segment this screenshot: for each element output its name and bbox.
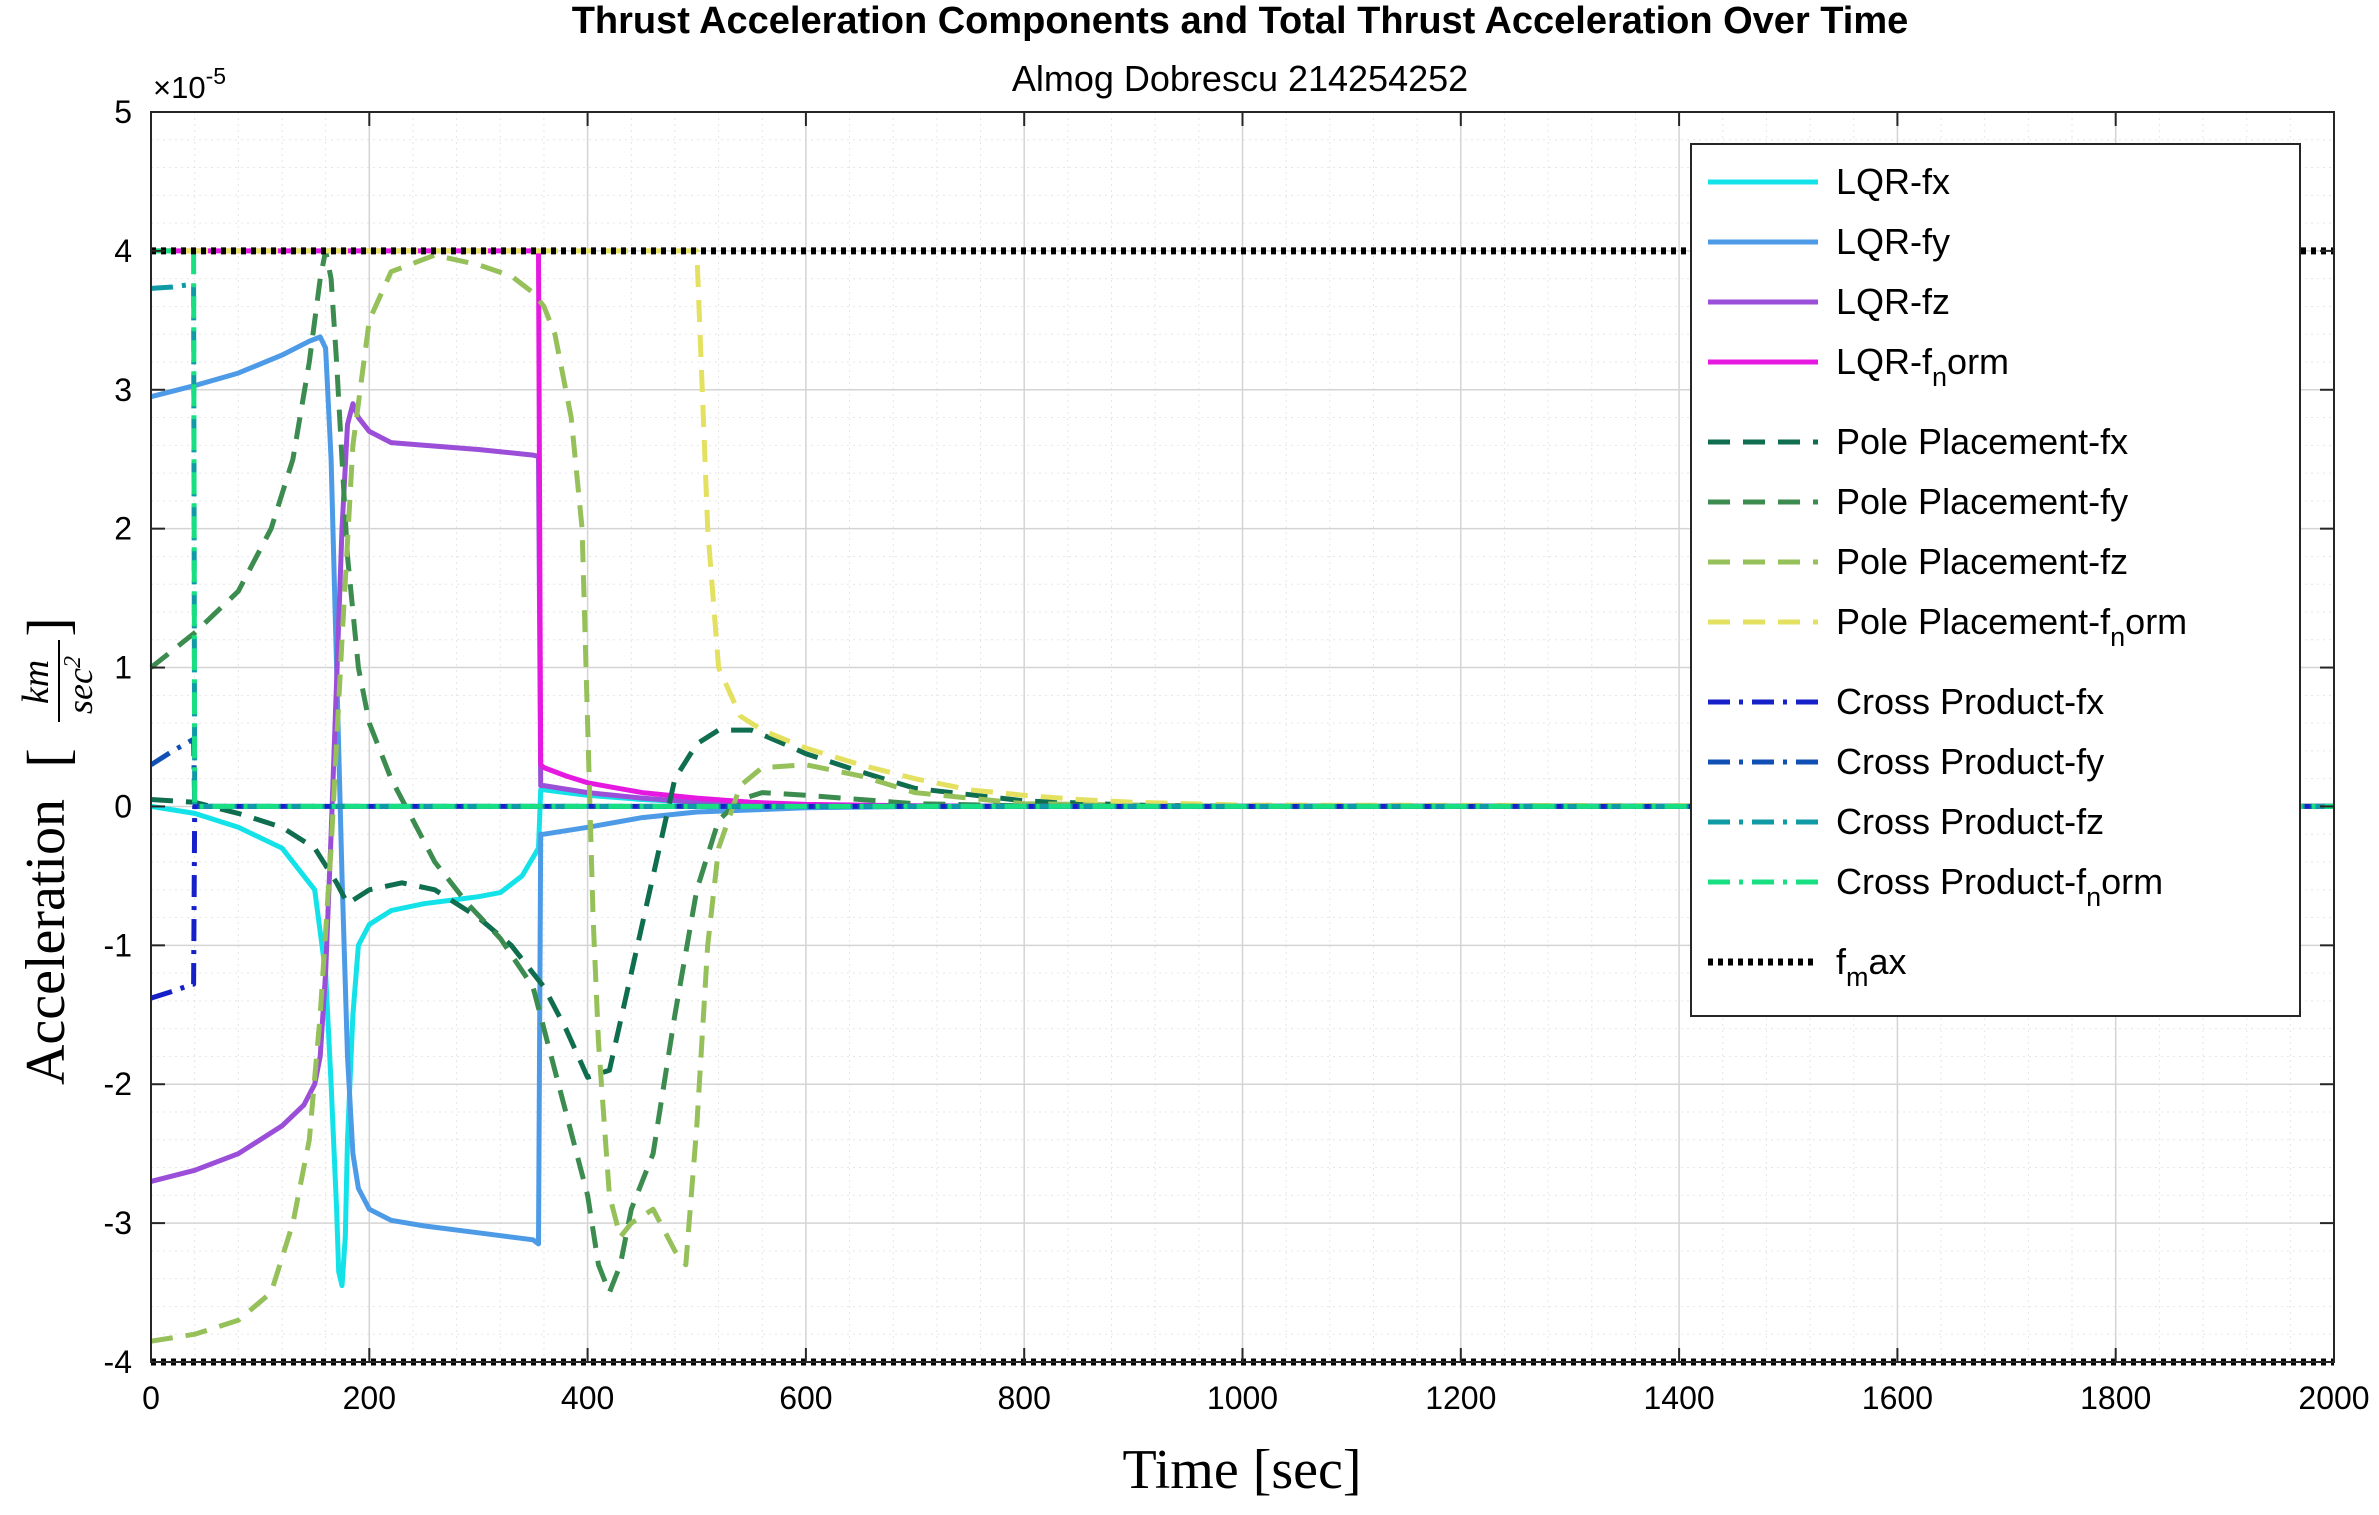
legend-label-8: Cross Product-fx bbox=[1836, 681, 2104, 722]
legend-items: LQR-fx LQR-fy LQR-fz LQR-fnorm Pole Placemen… bbox=[1708, 161, 2187, 992]
x-tick-label: 1000 bbox=[1207, 1380, 1278, 1416]
y-tick-label: 5 bbox=[114, 94, 132, 130]
x-tick-label: 0 bbox=[142, 1380, 160, 1416]
legend-label-4: Pole Placement-fx bbox=[1836, 421, 2128, 462]
axis-ticks: 0 200 400 600 800 1000 1200 1400 1600 1800 2000 5 4 3… bbox=[104, 94, 2370, 1416]
legend-label-5: Pole Placement-fy bbox=[1836, 481, 2128, 522]
y-tick-label: 0 bbox=[114, 788, 132, 824]
x-tick-label: 200 bbox=[343, 1380, 396, 1416]
x-tick-label: 1400 bbox=[1644, 1380, 1715, 1416]
series-line-7 bbox=[151, 248, 2335, 809]
series-line-10 bbox=[150, 281, 2334, 809]
y-tick-label: -3 bbox=[104, 1205, 132, 1241]
y-axis-bracket-left: [ bbox=[15, 748, 80, 767]
series-line-6 bbox=[150, 252, 2334, 1344]
legend-label-2: LQR-fz bbox=[1836, 281, 1950, 322]
chart-subtitle: Almog Dobrescu 214254252 bbox=[1012, 58, 1468, 99]
y-axis-unit-denominator: sec2 bbox=[60, 656, 100, 714]
y-axis-unit-numerator: km bbox=[15, 660, 57, 704]
y-tick-label: 2 bbox=[114, 511, 132, 547]
series-line-5 bbox=[149, 248, 2334, 1296]
legend-label-11: Cross Product-fnorm bbox=[1836, 861, 2163, 912]
x-tick-label: 1600 bbox=[1862, 1380, 1933, 1416]
y-axis-unit-denominator-text: sec bbox=[60, 668, 100, 714]
legend-label-1: LQR-fy bbox=[1836, 221, 1950, 262]
x-tick-label: 1200 bbox=[1425, 1380, 1496, 1416]
y-scale-factor: ×10-5 bbox=[153, 63, 226, 105]
legend-label-6: Pole Placement-fz bbox=[1836, 541, 2128, 582]
y-scale-base: ×10 bbox=[153, 70, 206, 105]
y-tick-label: 3 bbox=[114, 372, 132, 408]
x-tick-label: 400 bbox=[561, 1380, 614, 1416]
y-tick-label: -4 bbox=[104, 1344, 132, 1380]
y-scale-exponent: -5 bbox=[206, 63, 226, 89]
y-tick-label: 4 bbox=[114, 233, 132, 269]
x-tick-label: 800 bbox=[998, 1380, 1051, 1416]
legend-label-12: fmax bbox=[1836, 941, 1907, 992]
y-tick-label: 1 bbox=[114, 650, 132, 686]
x-tick-label: 1800 bbox=[2080, 1380, 2151, 1416]
legend-label-10: Cross Product-fz bbox=[1836, 801, 2104, 842]
y-tick-label: -2 bbox=[104, 1066, 132, 1102]
legend-label-9: Cross Product-fy bbox=[1836, 741, 2104, 782]
series-line-4 bbox=[150, 727, 2334, 1080]
y-axis-label: Acceleration [ km sec2 ] bbox=[15, 617, 100, 1085]
y-axis-label-text: Acceleration bbox=[15, 799, 77, 1085]
chart-title: Thrust Acceleration Components and Total… bbox=[572, 0, 1909, 42]
x-axis-label: Time [sec] bbox=[1122, 1439, 1361, 1501]
y-tick-label: -1 bbox=[104, 927, 132, 963]
series-line-2 bbox=[150, 401, 2334, 1184]
x-tick-label: 600 bbox=[779, 1380, 832, 1416]
legend-box bbox=[1690, 143, 2301, 1017]
x-tick-label: 2000 bbox=[2298, 1380, 2369, 1416]
legend-label-0: LQR-fx bbox=[1836, 161, 1950, 202]
series-lines bbox=[149, 247, 2335, 1366]
legend-label-7: Pole Placement-fnorm bbox=[1836, 601, 2187, 652]
y-axis-unit-power: 2 bbox=[60, 656, 86, 668]
y-axis-bracket-right: ] bbox=[15, 617, 80, 636]
legend-label-3: LQR-fnorm bbox=[1836, 341, 2009, 392]
legend: LQR-fx LQR-fy LQR-fz LQR-fnorm Pole Placemen… bbox=[1690, 143, 2301, 1017]
